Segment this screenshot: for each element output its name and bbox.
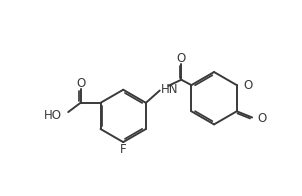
Text: O: O bbox=[177, 53, 186, 65]
Text: O: O bbox=[76, 77, 85, 90]
Text: O: O bbox=[258, 112, 267, 125]
Text: HN: HN bbox=[161, 83, 179, 96]
Text: O: O bbox=[243, 79, 252, 92]
Text: HO: HO bbox=[44, 109, 62, 122]
Text: F: F bbox=[120, 142, 127, 156]
